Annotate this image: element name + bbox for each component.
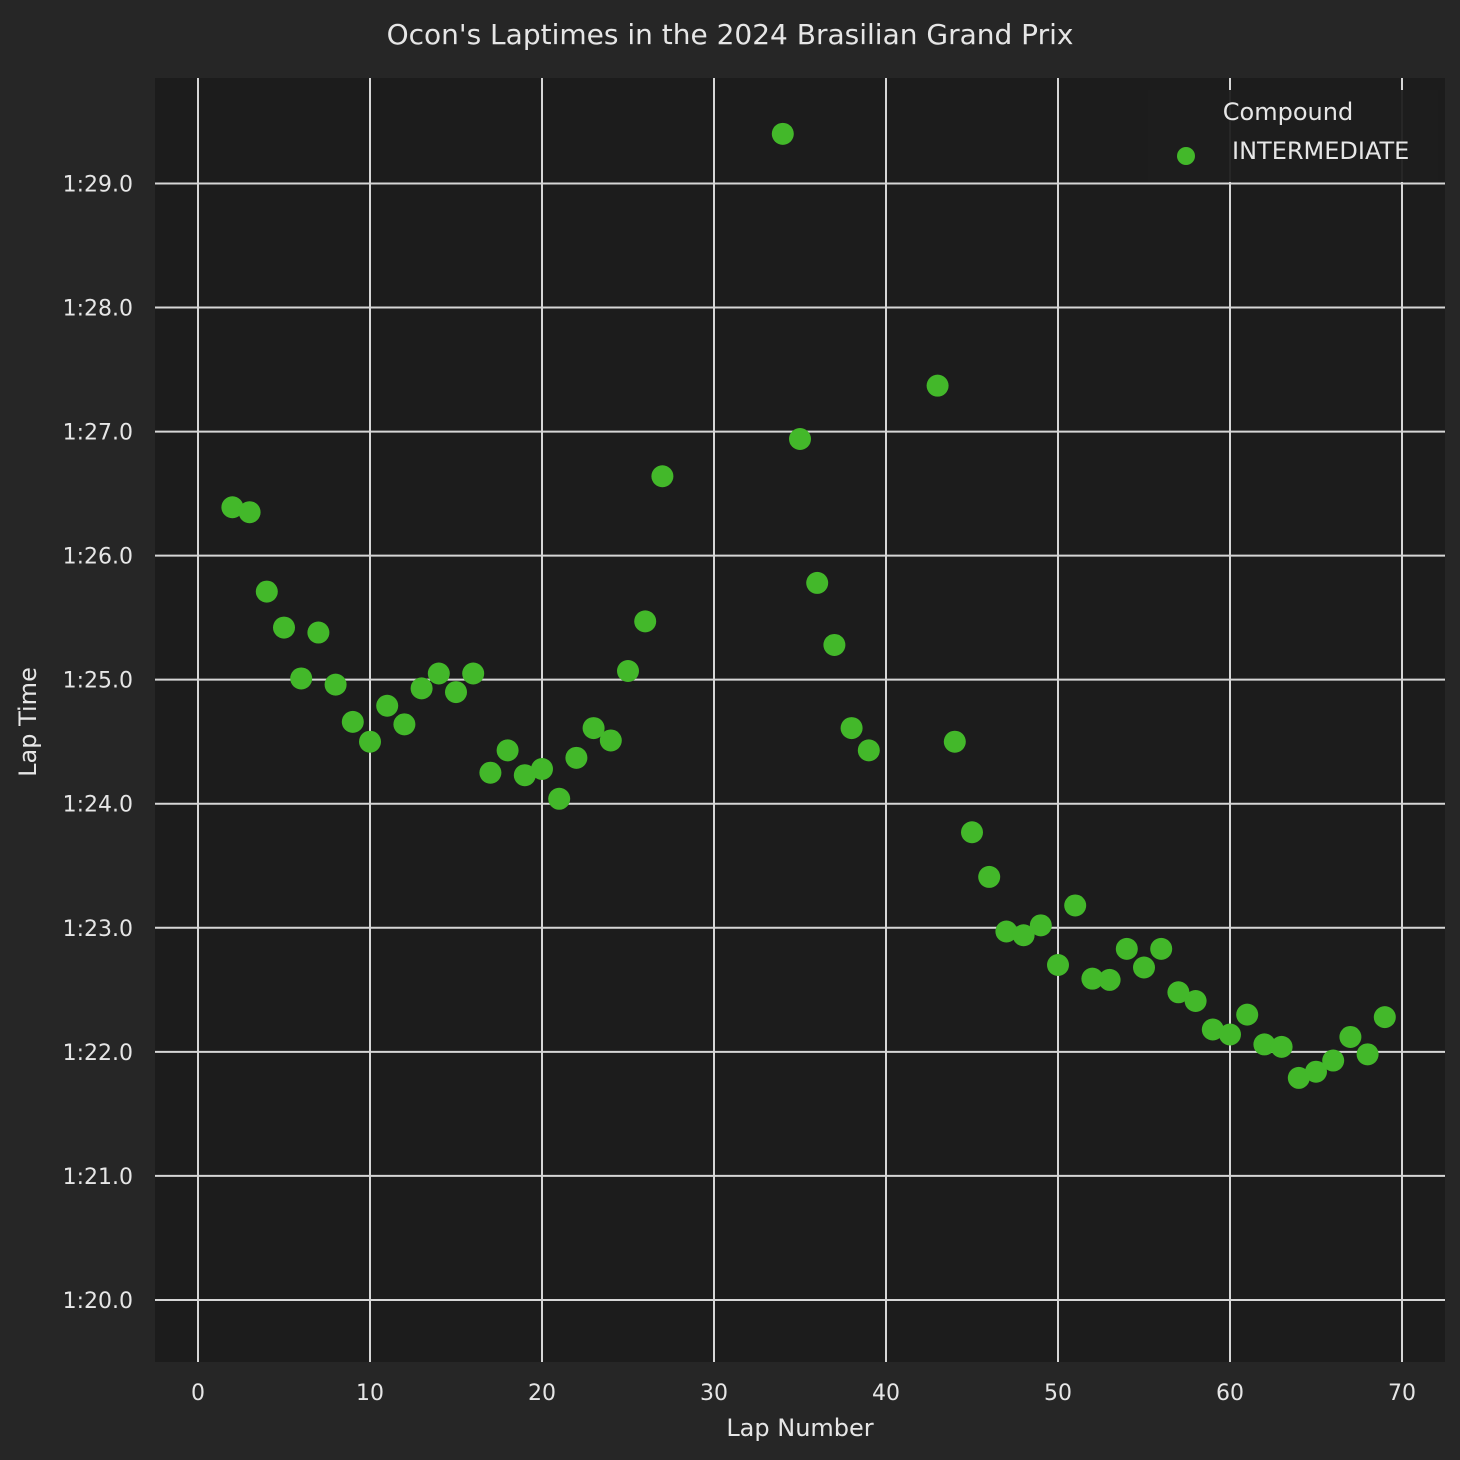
data-point [617, 659, 639, 682]
legend-box [1148, 90, 1438, 182]
y-tick-label: 1:24.0 [63, 793, 133, 818]
data-point [995, 920, 1018, 943]
data-point [771, 122, 794, 145]
data-point [565, 746, 588, 769]
data-point [1339, 1025, 1362, 1048]
data-point [1167, 981, 1190, 1004]
legend-marker [1177, 147, 1195, 165]
data-point [840, 717, 863, 740]
y-tick-labels: 1:20.0 1:21.0 1:22.0 1:23.0 1:24.0 1:25.0 1:26… [63, 172, 133, 1314]
data-point [221, 496, 244, 519]
data-point [1098, 968, 1121, 991]
legend: Compound INTERMEDIATE [1148, 90, 1438, 182]
y-tick-label: 1:22.0 [63, 1041, 133, 1066]
data-point [634, 610, 657, 633]
data-point [1064, 894, 1087, 917]
x-tick-label: 0 [191, 1381, 205, 1406]
data-point [1047, 954, 1069, 977]
data-point [1184, 989, 1207, 1012]
grid-lines [155, 78, 1445, 1362]
data-point [1287, 1066, 1310, 1089]
data-point [1373, 1006, 1396, 1029]
legend-title: Compound [1223, 98, 1353, 126]
data-point [806, 571, 829, 594]
data-point [1219, 1023, 1241, 1046]
data-point [513, 764, 536, 787]
data-point [548, 787, 571, 810]
legend-label-intermediate: INTERMEDIATE [1232, 137, 1409, 165]
data-point [582, 717, 605, 740]
data-point [479, 761, 502, 784]
y-tick-label: 1:21.0 [63, 1165, 133, 1190]
x-tick-label: 30 [700, 1381, 728, 1406]
data-point [290, 667, 313, 690]
y-tick-label: 1:25.0 [63, 669, 133, 694]
data-point [1201, 1018, 1224, 1041]
data-point [1150, 937, 1173, 960]
x-tick-label: 70 [1388, 1381, 1416, 1406]
x-tick-label: 40 [872, 1381, 900, 1406]
data-point [376, 694, 399, 717]
data-point [857, 739, 880, 762]
data-point [1270, 1035, 1293, 1058]
data-point [341, 710, 364, 733]
y-axis-label: Lap Time [14, 667, 42, 777]
data-point [823, 633, 846, 656]
data-point [789, 428, 811, 451]
data-point [1081, 967, 1104, 990]
data-point [1115, 937, 1138, 960]
y-tick-label: 1:28.0 [63, 297, 133, 322]
data-point [651, 465, 674, 488]
data-point [1029, 914, 1052, 937]
data-points [221, 122, 1396, 1089]
data-point [1322, 1049, 1345, 1072]
x-axis-label: Lap Number [726, 1414, 873, 1442]
y-tick-label: 1:26.0 [63, 545, 133, 570]
data-point [496, 739, 519, 762]
data-point [1305, 1060, 1327, 1083]
data-point [238, 501, 261, 524]
data-point [1253, 1033, 1276, 1056]
x-tick-label: 10 [356, 1381, 384, 1406]
x-tick-label: 60 [1216, 1381, 1244, 1406]
x-tick-labels: 0 10 20 30 40 50 60 70 [191, 1381, 1416, 1406]
data-point [359, 730, 381, 753]
data-point [1012, 924, 1035, 947]
data-point [427, 662, 450, 685]
data-point [599, 729, 622, 752]
data-point [1236, 1003, 1259, 1026]
data-point [307, 621, 330, 644]
data-point [393, 713, 416, 736]
y-tick-label: 1:27.0 [63, 421, 133, 446]
data-point [961, 821, 983, 844]
data-point [410, 677, 433, 700]
data-point [978, 865, 1001, 888]
x-tick-label: 20 [528, 1381, 556, 1406]
data-point [531, 758, 553, 781]
data-point [445, 681, 467, 704]
y-tick-label: 1:29.0 [63, 172, 133, 197]
data-point [1356, 1043, 1379, 1066]
data-point [943, 730, 966, 753]
data-point [324, 673, 347, 696]
data-point [1133, 956, 1155, 979]
x-tick-label: 50 [1044, 1381, 1072, 1406]
data-point [273, 616, 295, 639]
y-tick-label: 1:20.0 [63, 1289, 133, 1314]
data-point [255, 580, 278, 603]
chart-title: Ocon's Laptimes in the 2024 Brasilian Gr… [387, 18, 1074, 51]
data-point [462, 662, 485, 685]
y-tick-label: 1:23.0 [63, 917, 133, 942]
data-point [926, 374, 949, 397]
